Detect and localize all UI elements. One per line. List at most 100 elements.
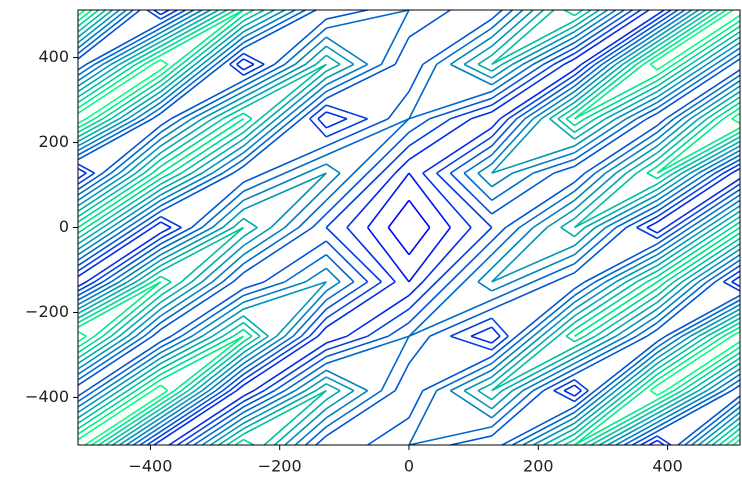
contour-line — [110, 357, 162, 392]
contour-line — [77, 118, 153, 161]
contour-line — [222, 263, 245, 283]
contour-line — [636, 226, 658, 240]
contour-line — [518, 190, 575, 229]
contour-line — [387, 199, 410, 228]
contour-line — [242, 315, 269, 337]
contour-line — [77, 389, 153, 441]
contour-line — [135, 101, 162, 120]
contour-line — [325, 172, 355, 201]
contour-line — [507, 74, 575, 120]
contour-line — [243, 58, 255, 66]
contour-line — [656, 389, 716, 424]
contour-line — [491, 335, 509, 351]
contour-line — [565, 328, 576, 337]
contour-line — [77, 172, 153, 223]
contour-line — [608, 31, 658, 66]
contour-line — [522, 36, 575, 66]
contour-line — [656, 335, 733, 386]
contour-line — [317, 118, 327, 129]
contour-line — [325, 240, 369, 283]
contour-line — [110, 36, 162, 66]
contour-line — [243, 63, 317, 104]
contour-line — [698, 254, 741, 283]
contour-line — [656, 9, 686, 29]
contour-line — [557, 107, 575, 120]
contour-line — [77, 9, 141, 60]
contour-line — [77, 389, 145, 435]
contour-line — [408, 172, 452, 228]
contour-line — [160, 118, 224, 161]
contour-line — [522, 417, 575, 446]
contour-line — [436, 226, 493, 283]
contour-line — [491, 317, 509, 337]
contour-line — [160, 335, 172, 343]
contour-line — [160, 281, 213, 317]
contour-line — [274, 355, 327, 392]
contour-line — [77, 281, 112, 301]
contour-line — [656, 172, 683, 191]
contour-line — [127, 308, 162, 337]
contour-line — [170, 79, 244, 120]
contour-line — [491, 226, 548, 283]
contour-line — [125, 421, 162, 446]
contour-line — [201, 308, 244, 337]
contour-line — [636, 373, 658, 392]
contour-line — [646, 221, 658, 229]
contour-line — [629, 368, 658, 392]
x-tick-label: −400 — [128, 457, 172, 476]
contour-line — [160, 63, 196, 93]
contour-line — [656, 118, 716, 167]
contour-line — [242, 118, 294, 161]
contour-line — [77, 118, 145, 156]
contour-line — [408, 426, 492, 446]
contour-line — [629, 45, 658, 66]
contour-line — [681, 351, 741, 392]
contour-line — [215, 368, 244, 392]
contour-line — [243, 172, 286, 192]
contour-line — [294, 417, 327, 446]
contour-line — [656, 9, 679, 25]
contour-line — [546, 208, 575, 229]
contour-line — [77, 172, 120, 201]
contour-line — [77, 9, 86, 17]
contour-line — [714, 321, 741, 337]
contour-line — [325, 63, 368, 86]
y-tick-label: 0 — [59, 217, 69, 236]
contour-line — [152, 221, 162, 229]
contour-line — [656, 389, 683, 405]
contour-line — [77, 281, 87, 288]
contour-line — [574, 63, 631, 109]
contour-line — [160, 275, 172, 283]
contour-line — [656, 226, 683, 245]
contour-line — [732, 438, 741, 446]
contour-line — [160, 389, 182, 405]
contour-line — [325, 254, 355, 283]
contour-line — [294, 36, 327, 65]
contour-line — [594, 341, 658, 392]
contour-line — [408, 64, 438, 120]
contour-line — [574, 281, 606, 303]
contour-line — [673, 299, 741, 337]
contour-line — [605, 253, 658, 283]
contour-line — [160, 118, 244, 174]
contour-line — [274, 399, 327, 446]
contour-line — [325, 172, 341, 188]
contour-line — [723, 163, 741, 174]
contour-line — [673, 346, 741, 392]
contour-line — [573, 226, 617, 265]
contour-line — [553, 52, 575, 66]
contour-line — [656, 172, 716, 212]
contour-line — [77, 389, 137, 430]
contour-line — [491, 118, 542, 174]
contour-line — [574, 389, 589, 403]
contour-line — [267, 70, 327, 120]
contour-line — [573, 226, 596, 247]
contour-line — [160, 172, 172, 180]
contour-line — [305, 426, 327, 446]
contour-line — [160, 63, 224, 114]
contour-line — [325, 281, 341, 292]
contour-line — [325, 63, 382, 93]
contour-line — [677, 395, 741, 446]
contour-line — [160, 221, 172, 229]
contour-line — [243, 172, 306, 202]
